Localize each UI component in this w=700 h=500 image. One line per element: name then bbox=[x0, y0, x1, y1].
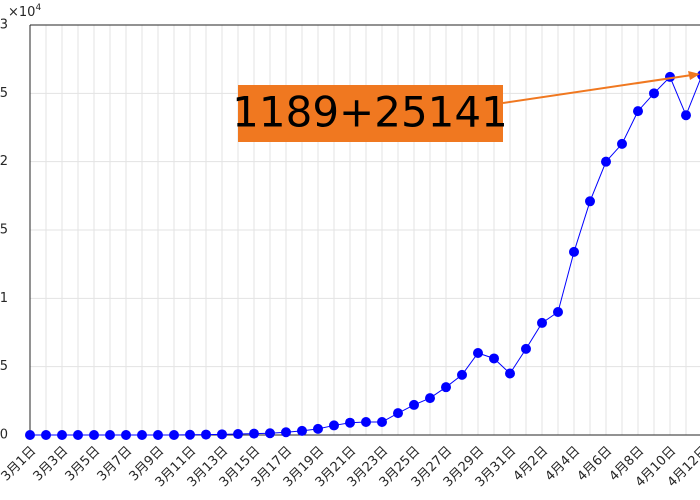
point bbox=[489, 353, 499, 364]
x-tick-label: 4月4日 bbox=[543, 444, 584, 485]
point bbox=[73, 430, 83, 440]
point bbox=[153, 430, 163, 440]
x-tick-label: 3月1日 bbox=[0, 444, 39, 485]
point bbox=[313, 423, 323, 434]
x-tick-label: 4月2日 bbox=[511, 444, 552, 485]
point bbox=[585, 196, 595, 207]
point bbox=[569, 246, 579, 257]
point bbox=[633, 106, 643, 117]
point bbox=[185, 429, 195, 440]
point bbox=[393, 408, 403, 419]
point bbox=[25, 430, 35, 440]
point bbox=[441, 382, 451, 393]
annotation-arrow bbox=[502, 74, 693, 104]
point bbox=[201, 429, 211, 440]
y-tick-label: .5 bbox=[0, 223, 8, 238]
point bbox=[281, 427, 291, 438]
x-tick-label: 4月6日 bbox=[575, 444, 616, 485]
point bbox=[361, 417, 371, 428]
y-tick-label: .5 bbox=[0, 359, 8, 374]
annotation-arrowhead bbox=[688, 71, 700, 80]
y-tick-label: .5 bbox=[0, 86, 8, 101]
point bbox=[537, 317, 547, 328]
point bbox=[217, 429, 227, 440]
point bbox=[329, 420, 339, 431]
point bbox=[89, 430, 99, 440]
x-tick-label: 3月3日 bbox=[31, 444, 72, 485]
point bbox=[521, 343, 531, 354]
point bbox=[457, 369, 467, 380]
y-tick-label: 3 bbox=[0, 18, 8, 33]
point bbox=[409, 399, 419, 410]
point bbox=[137, 430, 147, 440]
point bbox=[553, 307, 563, 317]
point bbox=[601, 156, 611, 167]
y-multiplier: ×104 bbox=[8, 3, 41, 20]
point bbox=[649, 88, 659, 99]
point bbox=[41, 430, 51, 440]
point bbox=[681, 110, 691, 121]
point bbox=[57, 430, 67, 440]
y-tick-label: 0 bbox=[0, 428, 8, 443]
point bbox=[249, 428, 259, 439]
point bbox=[505, 368, 515, 379]
annotation-text: 1189+25141 bbox=[232, 88, 508, 137]
x-tick-label: 3月5日 bbox=[63, 444, 104, 485]
point bbox=[105, 430, 115, 440]
point bbox=[233, 429, 243, 440]
point bbox=[377, 417, 387, 428]
point bbox=[617, 138, 627, 149]
point bbox=[345, 417, 355, 428]
annotation-box bbox=[238, 85, 503, 142]
y-tick-label: 2 bbox=[0, 154, 8, 169]
point bbox=[265, 428, 275, 439]
x-tick-label: 3月7日 bbox=[95, 444, 136, 485]
point bbox=[473, 348, 483, 358]
point bbox=[297, 425, 307, 436]
point bbox=[169, 430, 179, 440]
point bbox=[697, 70, 700, 80]
point bbox=[425, 393, 435, 404]
point bbox=[121, 430, 131, 440]
y-tick-label: 1 bbox=[0, 291, 8, 306]
